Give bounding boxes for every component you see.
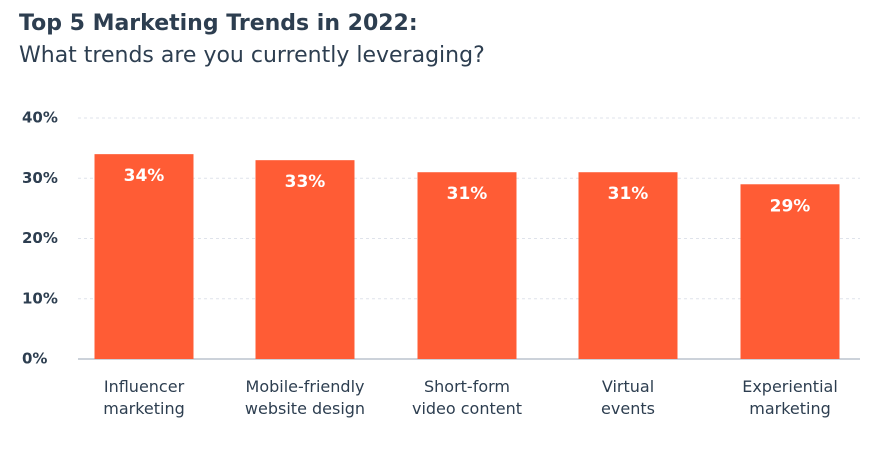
x-tick-label: video content <box>412 399 522 418</box>
data-label: 33% <box>285 172 326 192</box>
bar <box>255 160 355 359</box>
x-tick-label: marketing <box>749 399 831 418</box>
bar <box>740 184 840 359</box>
bar <box>94 154 194 359</box>
data-label: 31% <box>608 184 649 204</box>
y-tick-label: 40% <box>22 109 58 127</box>
x-tick-label: Short-form <box>424 377 510 396</box>
y-tick-label: 30% <box>22 169 58 187</box>
x-tick-label: Mobile-friendly <box>246 377 365 396</box>
x-tick-label: Experiential <box>742 377 838 396</box>
x-tick-label: website design <box>245 399 365 418</box>
y-tick-label: 0% <box>22 350 47 368</box>
data-label: 34% <box>124 166 165 186</box>
chart-subtitle: What trends are you currently leveraging… <box>19 43 485 68</box>
bar <box>578 172 678 359</box>
y-tick-label: 20% <box>22 229 58 247</box>
y-tick-label: 10% <box>22 289 58 307</box>
data-label: 29% <box>770 196 811 216</box>
x-tick-label: events <box>601 399 655 418</box>
x-tick-label: Virtual <box>602 377 654 396</box>
chart-title: Top 5 Marketing Trends in 2022: <box>19 11 418 36</box>
bar <box>417 172 517 359</box>
x-tick-label: Influencer <box>104 377 185 396</box>
x-tick-label: marketing <box>103 399 185 418</box>
data-label: 31% <box>447 184 488 204</box>
